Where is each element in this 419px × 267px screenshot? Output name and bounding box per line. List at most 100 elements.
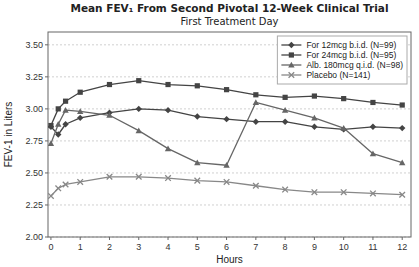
point <box>312 93 317 98</box>
point <box>370 124 376 130</box>
point <box>253 118 259 124</box>
point <box>62 121 68 127</box>
point <box>48 124 54 130</box>
point <box>370 151 376 157</box>
x-tick <box>80 237 81 240</box>
point <box>136 106 142 112</box>
legend-label: For 24mcg b.i.d. (N=95) <box>306 50 396 60</box>
title: Mean FEV₁ From Second Pivotal 12-Week Cl… <box>70 2 388 14</box>
series-line <box>51 102 402 165</box>
y-tick-label: 2.25 <box>25 200 43 210</box>
y-tick-label: 2.50 <box>25 168 43 178</box>
x-tick-label: 7 <box>253 242 258 252</box>
subtitle: First Treatment Day <box>180 16 278 27</box>
point <box>63 99 68 104</box>
x-tick-label: 10 <box>339 242 349 252</box>
point <box>341 96 346 101</box>
grid-line <box>48 108 411 109</box>
point <box>194 159 200 165</box>
point <box>311 124 317 130</box>
legend-marker <box>289 52 294 57</box>
grid <box>48 45 411 237</box>
x-tick-label: 0 <box>48 242 53 252</box>
point <box>77 108 83 114</box>
point <box>253 92 258 97</box>
series <box>48 106 405 138</box>
x-tick <box>109 237 110 240</box>
x-tick-label: 6 <box>224 242 229 252</box>
point <box>48 140 54 146</box>
series-line <box>51 109 402 135</box>
point <box>194 113 200 119</box>
x-tick-label: 2 <box>107 242 112 252</box>
point <box>224 179 230 185</box>
point <box>399 159 405 165</box>
y-tick <box>45 140 48 141</box>
point <box>165 145 171 151</box>
x-tick-label: 1 <box>78 242 83 252</box>
legend-marker <box>288 42 294 48</box>
y-tick <box>45 172 48 173</box>
x-tick <box>402 237 403 240</box>
series <box>48 99 405 168</box>
y-tick-label: 2.75 <box>25 136 43 146</box>
axes: 2.002.252.502.753.003.253.50012345678910… <box>25 40 407 252</box>
y-tick <box>45 44 48 45</box>
chart: Mean FEV₁ From Second Pivotal 12-Week Cl… <box>0 0 419 267</box>
x-tick <box>168 237 169 240</box>
y-tick-label: 3.50 <box>25 40 43 50</box>
point <box>223 162 229 168</box>
point <box>77 179 83 185</box>
point <box>55 121 61 127</box>
point <box>253 183 259 189</box>
legend-marker <box>289 72 295 78</box>
series <box>48 78 404 128</box>
legend: For 12mcg b.i.d. (N=99)For 24mcg b.i.d. … <box>277 36 407 84</box>
x-tick <box>314 237 315 240</box>
point <box>107 174 113 180</box>
point <box>63 182 69 188</box>
y-tick-label: 3.00 <box>25 104 43 114</box>
point <box>195 83 200 88</box>
point <box>370 100 375 105</box>
series-group <box>48 78 405 199</box>
series-line <box>51 177 402 196</box>
grid-line <box>48 172 411 173</box>
series <box>48 174 405 199</box>
point <box>77 115 83 121</box>
x-tick <box>197 237 198 240</box>
point <box>106 112 112 118</box>
point <box>56 106 61 111</box>
x-tick <box>343 237 344 240</box>
point <box>282 107 288 113</box>
x-tick-label: 12 <box>397 242 407 252</box>
point <box>136 127 142 133</box>
point <box>224 87 229 92</box>
y-axis-label: FEV-1 in Liters <box>3 102 14 168</box>
point <box>312 189 318 195</box>
x-tick <box>50 237 51 240</box>
point <box>400 102 405 107</box>
point <box>283 95 288 100</box>
x-tick-label: 4 <box>166 242 171 252</box>
legend-label: For 12mcg b.i.d. (N=99) <box>306 40 396 50</box>
legend-label: Placebo (N=141) <box>306 70 370 80</box>
point <box>165 107 171 113</box>
x-tick-label: 9 <box>312 242 317 252</box>
point <box>311 115 317 121</box>
point <box>370 191 376 197</box>
x-tick <box>138 237 139 240</box>
y-tick-label: 3.25 <box>25 72 43 82</box>
point <box>48 123 53 128</box>
x-axis-label: Hours <box>216 254 243 265</box>
y-tick <box>45 204 48 205</box>
point <box>223 116 229 122</box>
point <box>62 107 68 113</box>
x-tick-label: 8 <box>283 242 288 252</box>
x-tick <box>226 237 227 240</box>
x-tick-label: 3 <box>136 242 141 252</box>
y-tick <box>45 237 48 238</box>
point <box>194 178 200 184</box>
plot-frame <box>48 32 411 237</box>
x-tick <box>372 237 373 240</box>
